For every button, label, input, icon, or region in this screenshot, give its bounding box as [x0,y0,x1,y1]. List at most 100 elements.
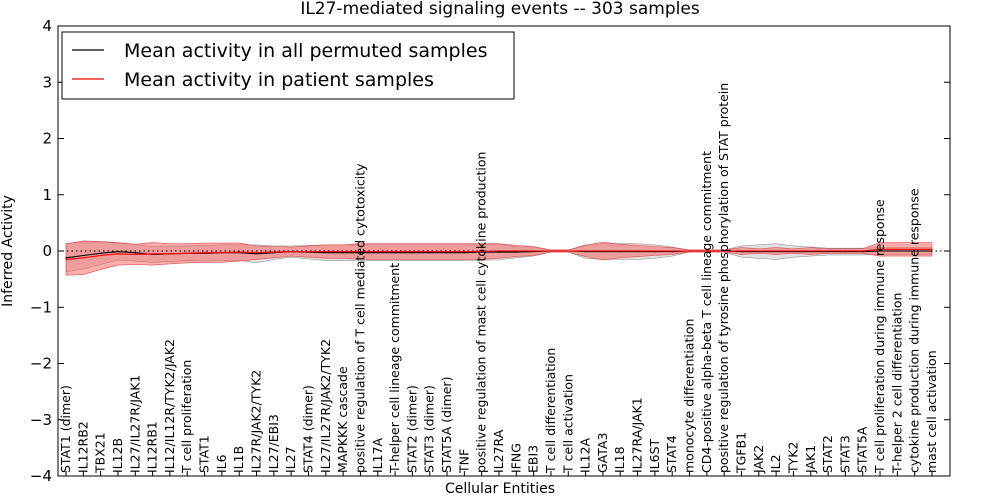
x-tick-label: IL12RB1 [145,421,160,473]
x-tick-label: JAK1 [803,445,818,474]
x-tick-label: STAT4 [664,435,679,473]
x-tick-label: STAT1 [197,435,212,473]
data-point [65,257,67,259]
x-tick-label: T-helper cell lineage commitment [387,263,402,474]
data-point [307,251,310,253]
data-point [186,252,188,254]
data-point [498,250,500,252]
y-tick-label: 2 [42,130,52,148]
x-tick-label: IL27R/JAK2/TYK2 [249,370,264,473]
data-point [585,250,587,252]
data-point [879,250,881,252]
data-point [862,250,864,252]
x-tick-label: IL27/IL27R/JAK1 [127,375,142,473]
data-point [169,253,171,255]
data-point [359,251,361,253]
series-lines [58,248,950,260]
data-point [896,250,899,252]
data-point [810,250,812,252]
x-tick-label: positive regulation of mast cell cytokin… [474,152,489,473]
x-tick-label: GATA3 [595,433,610,473]
x-tick-label: STAT1 (dimer) [58,385,73,473]
x-tick-label: STAT3 (dimer) [422,385,437,473]
x-tick-label: positive regulation of tyrosine phosphor… [716,83,731,473]
data-point [342,252,344,254]
x-tick-label: STAT4 (dimer) [300,385,315,473]
y-tick-label: 4 [42,17,52,35]
x-tick-label: STAT3 [837,435,852,473]
data-point [740,250,743,252]
x-tick-label: MAPKKK cascade [335,366,350,473]
x-axis: STAT1 (dimer) IL12RB2 TBX21 IL12B IL27/IL27R… [58,83,939,476]
x-tick-label: T cell proliferation during immune respo… [872,199,887,474]
data-point [342,251,344,253]
x-tick-label: IL12RB2 [75,421,90,473]
x-tick-label: TGFB1 [733,432,748,474]
x-tick-label: IL12A [578,437,593,473]
y-tick-label: 3 [42,73,52,91]
x-tick-label: TNF [456,449,471,474]
data-point [65,258,67,260]
x-tick-label: IL12B [110,438,125,473]
data-point [204,252,206,254]
data-point [134,252,136,254]
data-point [394,251,396,253]
data-point [100,252,102,254]
data-point [463,252,465,254]
x-tick-label: T cell differentiation [543,348,558,474]
data-point [325,252,327,254]
x-tick-label: IL17A [370,437,385,473]
x-tick-label: cytokine production during immune respon… [907,188,922,473]
data-point [100,254,102,257]
data-point [238,251,240,253]
x-tick-label: IL2 [768,454,783,473]
data-point [775,250,777,252]
data-point [117,253,119,255]
data-point [117,251,119,253]
x-axis-title: Cellular Entities [445,481,555,497]
data-point [758,250,760,252]
y-tick-label: 1 [42,186,52,204]
x-tick-label: IL27/EBI3 [266,414,281,473]
data-point [221,252,223,254]
data-point [82,254,84,257]
data-point [411,251,413,253]
data-point [134,253,136,255]
y-tick-label: −2 [30,355,52,373]
y-axis-title: Inferred Activity [0,195,16,307]
y-tick-label: −1 [30,298,52,316]
data-point [377,251,379,253]
x-tick-label: EBI3 [526,445,541,473]
x-tick-label: mast cell activation [924,350,939,473]
chart-title: IL27-mediated signaling events -- 303 sa… [300,0,700,19]
data-point [567,250,569,252]
data-point [637,250,639,252]
x-tick-label: IL6ST [647,438,662,473]
x-tick-label: IL12/IL12R/TYK2/JAK2 [162,339,177,473]
x-tick-label: IL1B [231,446,246,473]
data-point [706,250,708,252]
data-point [394,252,396,254]
data-point [359,252,361,254]
data-point [879,248,881,250]
data-point [896,248,899,250]
data-point [550,250,552,252]
data-point [792,250,795,252]
data-point [152,253,154,255]
x-tick-label: T cell activation [560,374,575,474]
data-point [429,252,431,254]
x-tick-label: TYK2 [785,442,800,474]
data-point [325,251,327,253]
x-tick-label: T-helper 2 cell differentiation [889,293,904,474]
x-tick-label: IL27 [283,446,298,473]
x-tick-label: IL18 [612,446,627,473]
x-tick-label: IFNG [508,443,523,473]
x-tick-label: monocyte differentiation [682,319,697,473]
legend-box [61,31,515,100]
x-tick-label: STAT5A (dimer) [439,377,454,473]
x-tick-label: IL6 [214,454,229,473]
data-point [602,250,604,252]
data-point [498,251,500,253]
data-point [515,250,517,252]
